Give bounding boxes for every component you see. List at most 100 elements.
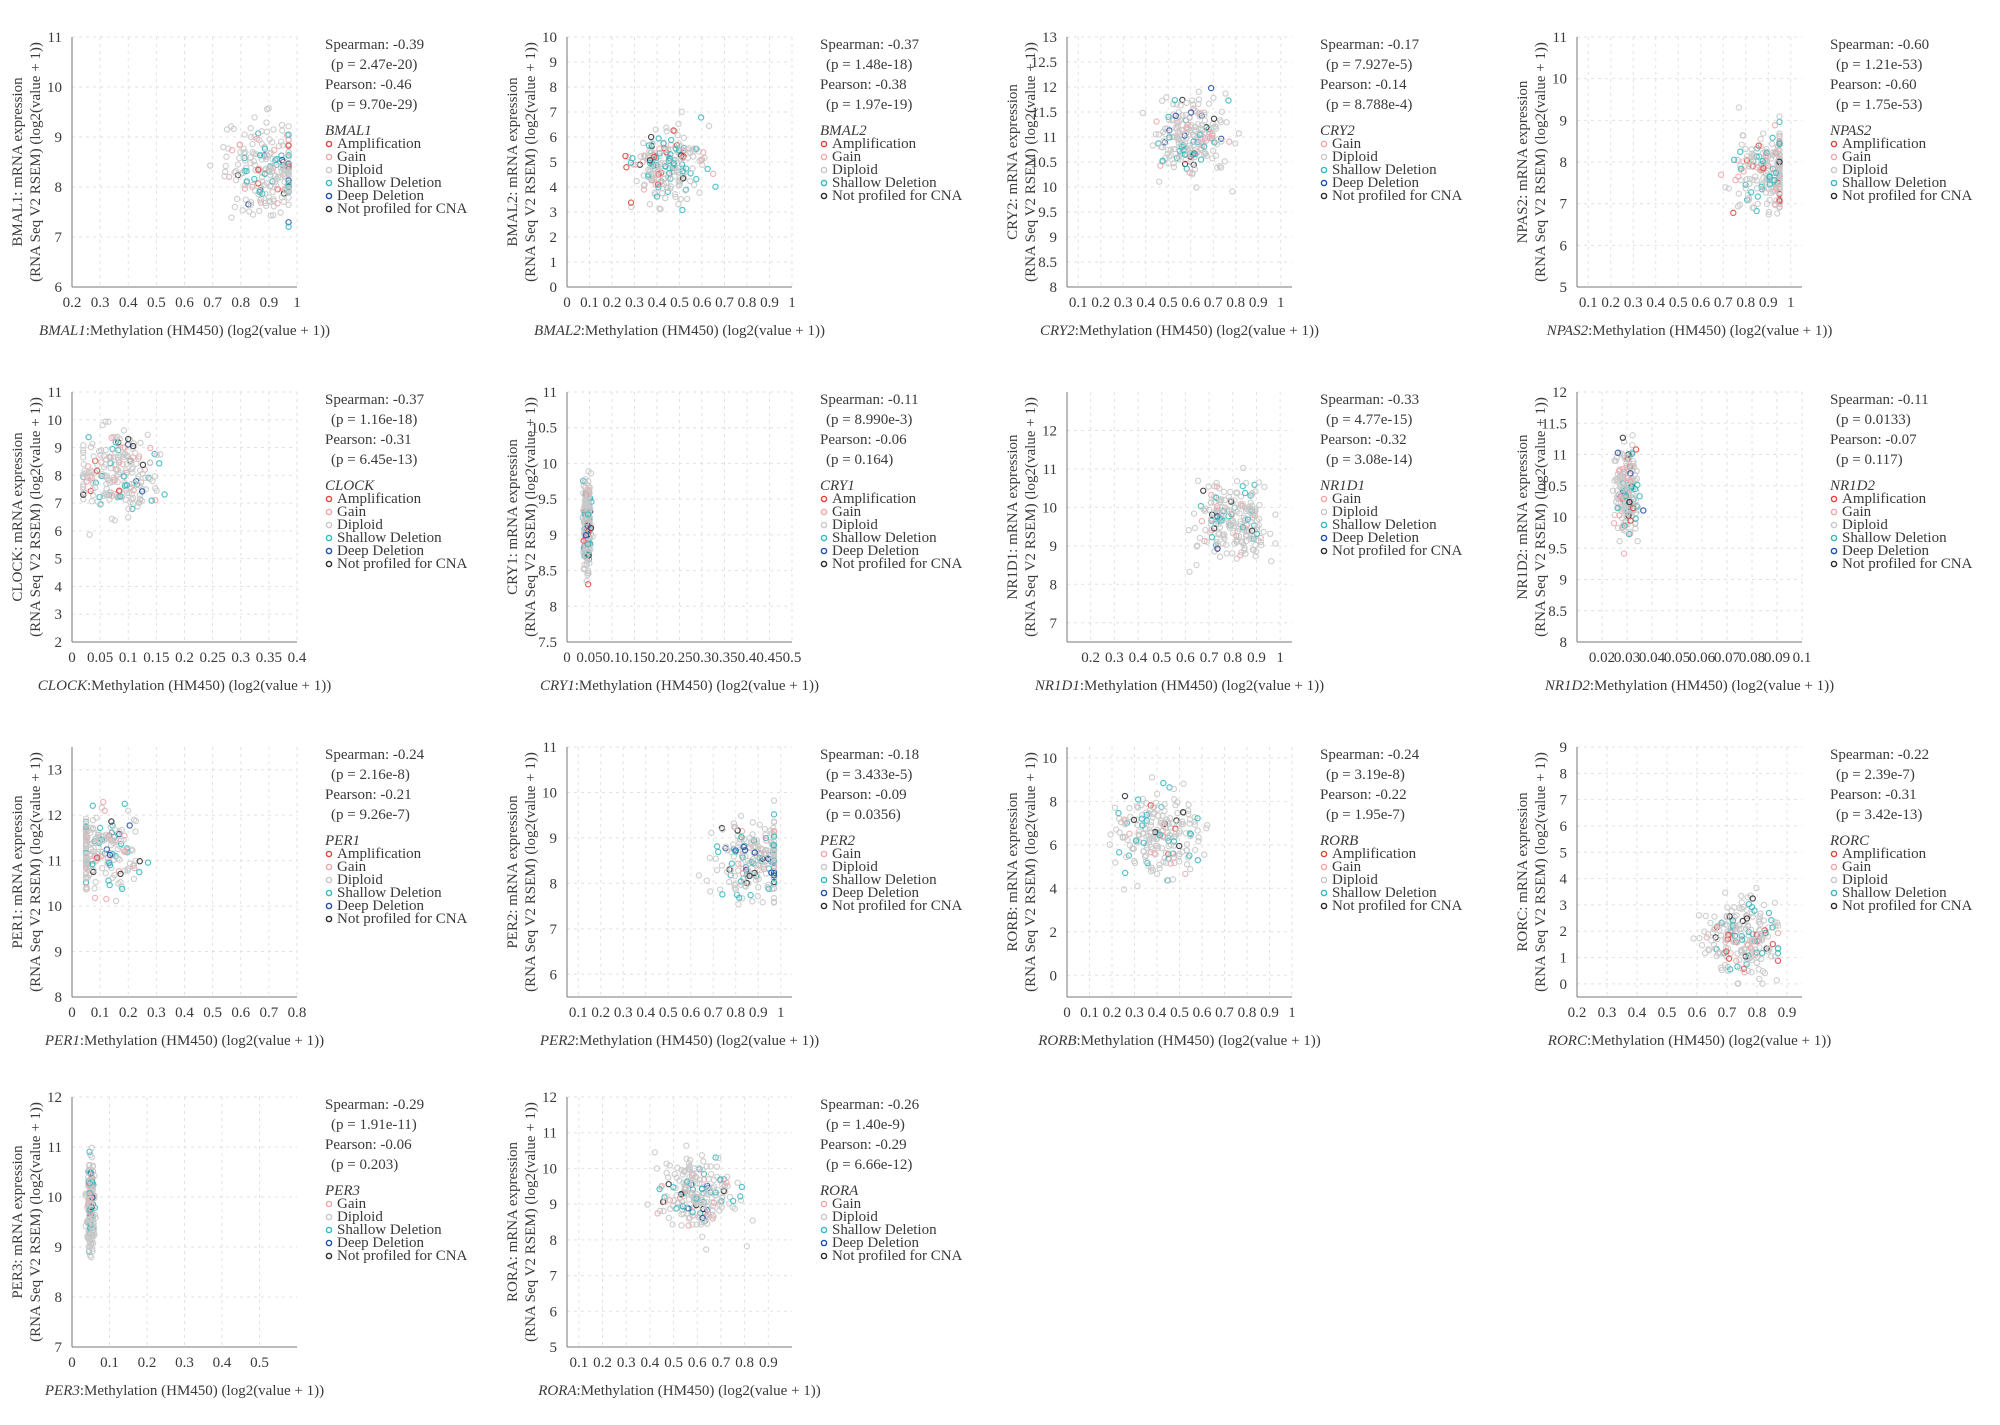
scatter-point <box>746 834 754 842</box>
correlation-stat: (p = 0.117) <box>1836 452 1903 468</box>
scatter-panel-per1: 8 9 10 11 12 13 0 0.1 0.2 0.3 0.4 0.5 0.6 0.7 0.8 PER1:… <box>0 725 490 1075</box>
scatter-point <box>1762 152 1769 159</box>
correlation-stat: Spearman: -0.11 <box>1830 392 1929 408</box>
x-tick-label: 0.5 <box>1159 295 1178 311</box>
legend-entry: Deep Deletion <box>337 188 425 204</box>
scatter-panel-nr1d1: 7 8 9 10 11 12 0.2 0.3 0.4 0.5 0.6 0.7 0.8 0.9 1 NR1D1:… <box>995 370 1485 720</box>
scatter-point <box>710 1202 717 1210</box>
scatter-point <box>1187 145 1194 152</box>
scatter-point <box>1130 816 1138 824</box>
scatter-point <box>130 861 138 868</box>
legend-marker <box>820 192 828 200</box>
scatter-point <box>1235 130 1243 137</box>
correlation-stat: Pearson: -0.60 <box>1830 77 1917 93</box>
scatter-point <box>1771 899 1779 907</box>
x-tick-label: 0.4 <box>1646 295 1665 311</box>
scatter-point <box>1741 969 1748 976</box>
scatter-point <box>735 901 742 908</box>
x-tick-label: 0.03 <box>1614 650 1640 666</box>
scatter-point <box>115 487 123 494</box>
x-tick-label: 0.3 <box>147 1005 166 1021</box>
scatter-point <box>647 133 655 141</box>
scatter-point <box>1229 517 1237 525</box>
scatter-point <box>105 418 112 425</box>
y-tick-label: 5 <box>550 1340 558 1356</box>
scatter-point <box>719 826 726 833</box>
scatter-point <box>1193 561 1200 569</box>
scatter-point <box>1701 928 1708 935</box>
correlation-stat: (p = 8.788e-4) <box>1326 97 1412 113</box>
scatter-point <box>106 479 113 487</box>
y-axis-label: CLOCK: mRNA expression <box>10 432 26 602</box>
legend-marker <box>325 508 333 516</box>
legend-entry: Shallow Deletion <box>1332 885 1437 901</box>
scatter-point <box>685 145 693 152</box>
scatter-point <box>1613 487 1621 494</box>
y-tick-label: 6 <box>1560 819 1568 835</box>
scatter-point <box>80 454 87 461</box>
legend-marker <box>1830 521 1838 529</box>
y-tick-label: 0 <box>1560 977 1568 993</box>
x-axis-label: RORB:Methylation (HM450) (log2(value + 1… <box>1037 1033 1321 1049</box>
scatter-point <box>695 1164 703 1171</box>
y-axis-label: (RNA Seq V2 RSEM) (log2(value + 1)) <box>1533 397 1549 637</box>
scatter-point <box>1178 821 1185 828</box>
scatter-point <box>673 1205 680 1212</box>
scatter-point <box>138 488 146 495</box>
scatter-point <box>112 439 119 446</box>
scatter-point <box>1138 815 1146 822</box>
scatter-point <box>285 149 292 156</box>
x-tick-label: 0.7 <box>203 295 222 311</box>
scatter-point <box>125 489 133 497</box>
scatter-point <box>582 504 589 511</box>
scatter-point <box>1742 912 1750 919</box>
scatter-point <box>678 1222 685 1229</box>
y-tick-label: 2 <box>550 230 558 246</box>
x-tick-label: 0.1 <box>119 650 138 666</box>
scatter-point <box>285 142 292 149</box>
scatter-point <box>1140 848 1147 855</box>
scatter-point <box>259 190 266 197</box>
legend-entry: Gain <box>1332 491 1362 507</box>
y-tick-label: 10 <box>47 413 62 429</box>
scatter-point <box>285 184 292 192</box>
scatter-point <box>749 898 756 905</box>
legend-entry: Gain <box>337 1196 367 1212</box>
scatter-point <box>709 170 717 178</box>
y-tick-label: 6 <box>550 967 558 983</box>
scatter-point <box>230 125 237 133</box>
scatter-point <box>712 1154 719 1161</box>
scatter-point <box>278 152 285 159</box>
scatter-point <box>97 500 105 507</box>
scatter-point <box>1240 464 1247 472</box>
scatter-point <box>712 855 719 862</box>
scatter-point <box>1734 950 1741 957</box>
scatter-point <box>683 1142 690 1149</box>
scatter-point <box>712 1189 719 1196</box>
y-axis-label: NPAS2: mRNA expression <box>1515 80 1531 243</box>
scatter-point <box>125 505 132 513</box>
x-tick-label: 0.7 <box>260 1005 279 1021</box>
x-tick-label: 0.5 <box>659 1005 678 1021</box>
scatter-point <box>285 219 292 226</box>
scatter-point <box>584 551 591 558</box>
scatter-point <box>762 831 769 838</box>
x-tick-label: 0 <box>563 650 571 666</box>
scatter-point <box>130 487 137 494</box>
scatter-point <box>747 891 754 899</box>
scatter-point <box>1738 141 1745 148</box>
y-axis-label: (RNA Seq V2 RSEM) (log2(value + 1)) <box>1023 752 1039 992</box>
scatter-point <box>1734 203 1742 210</box>
scatter-point <box>1636 493 1643 500</box>
scatter-point <box>125 435 132 443</box>
scatter-point <box>1157 162 1164 169</box>
scatter-point <box>672 193 679 201</box>
scatter-point <box>697 114 705 121</box>
scatter-point <box>225 145 232 152</box>
scatter-point <box>129 442 137 450</box>
scatter-point <box>1233 489 1241 496</box>
x-tick-label: 0.1 <box>91 1005 110 1021</box>
scatter-point <box>732 880 739 887</box>
scatter-point <box>1238 549 1245 556</box>
